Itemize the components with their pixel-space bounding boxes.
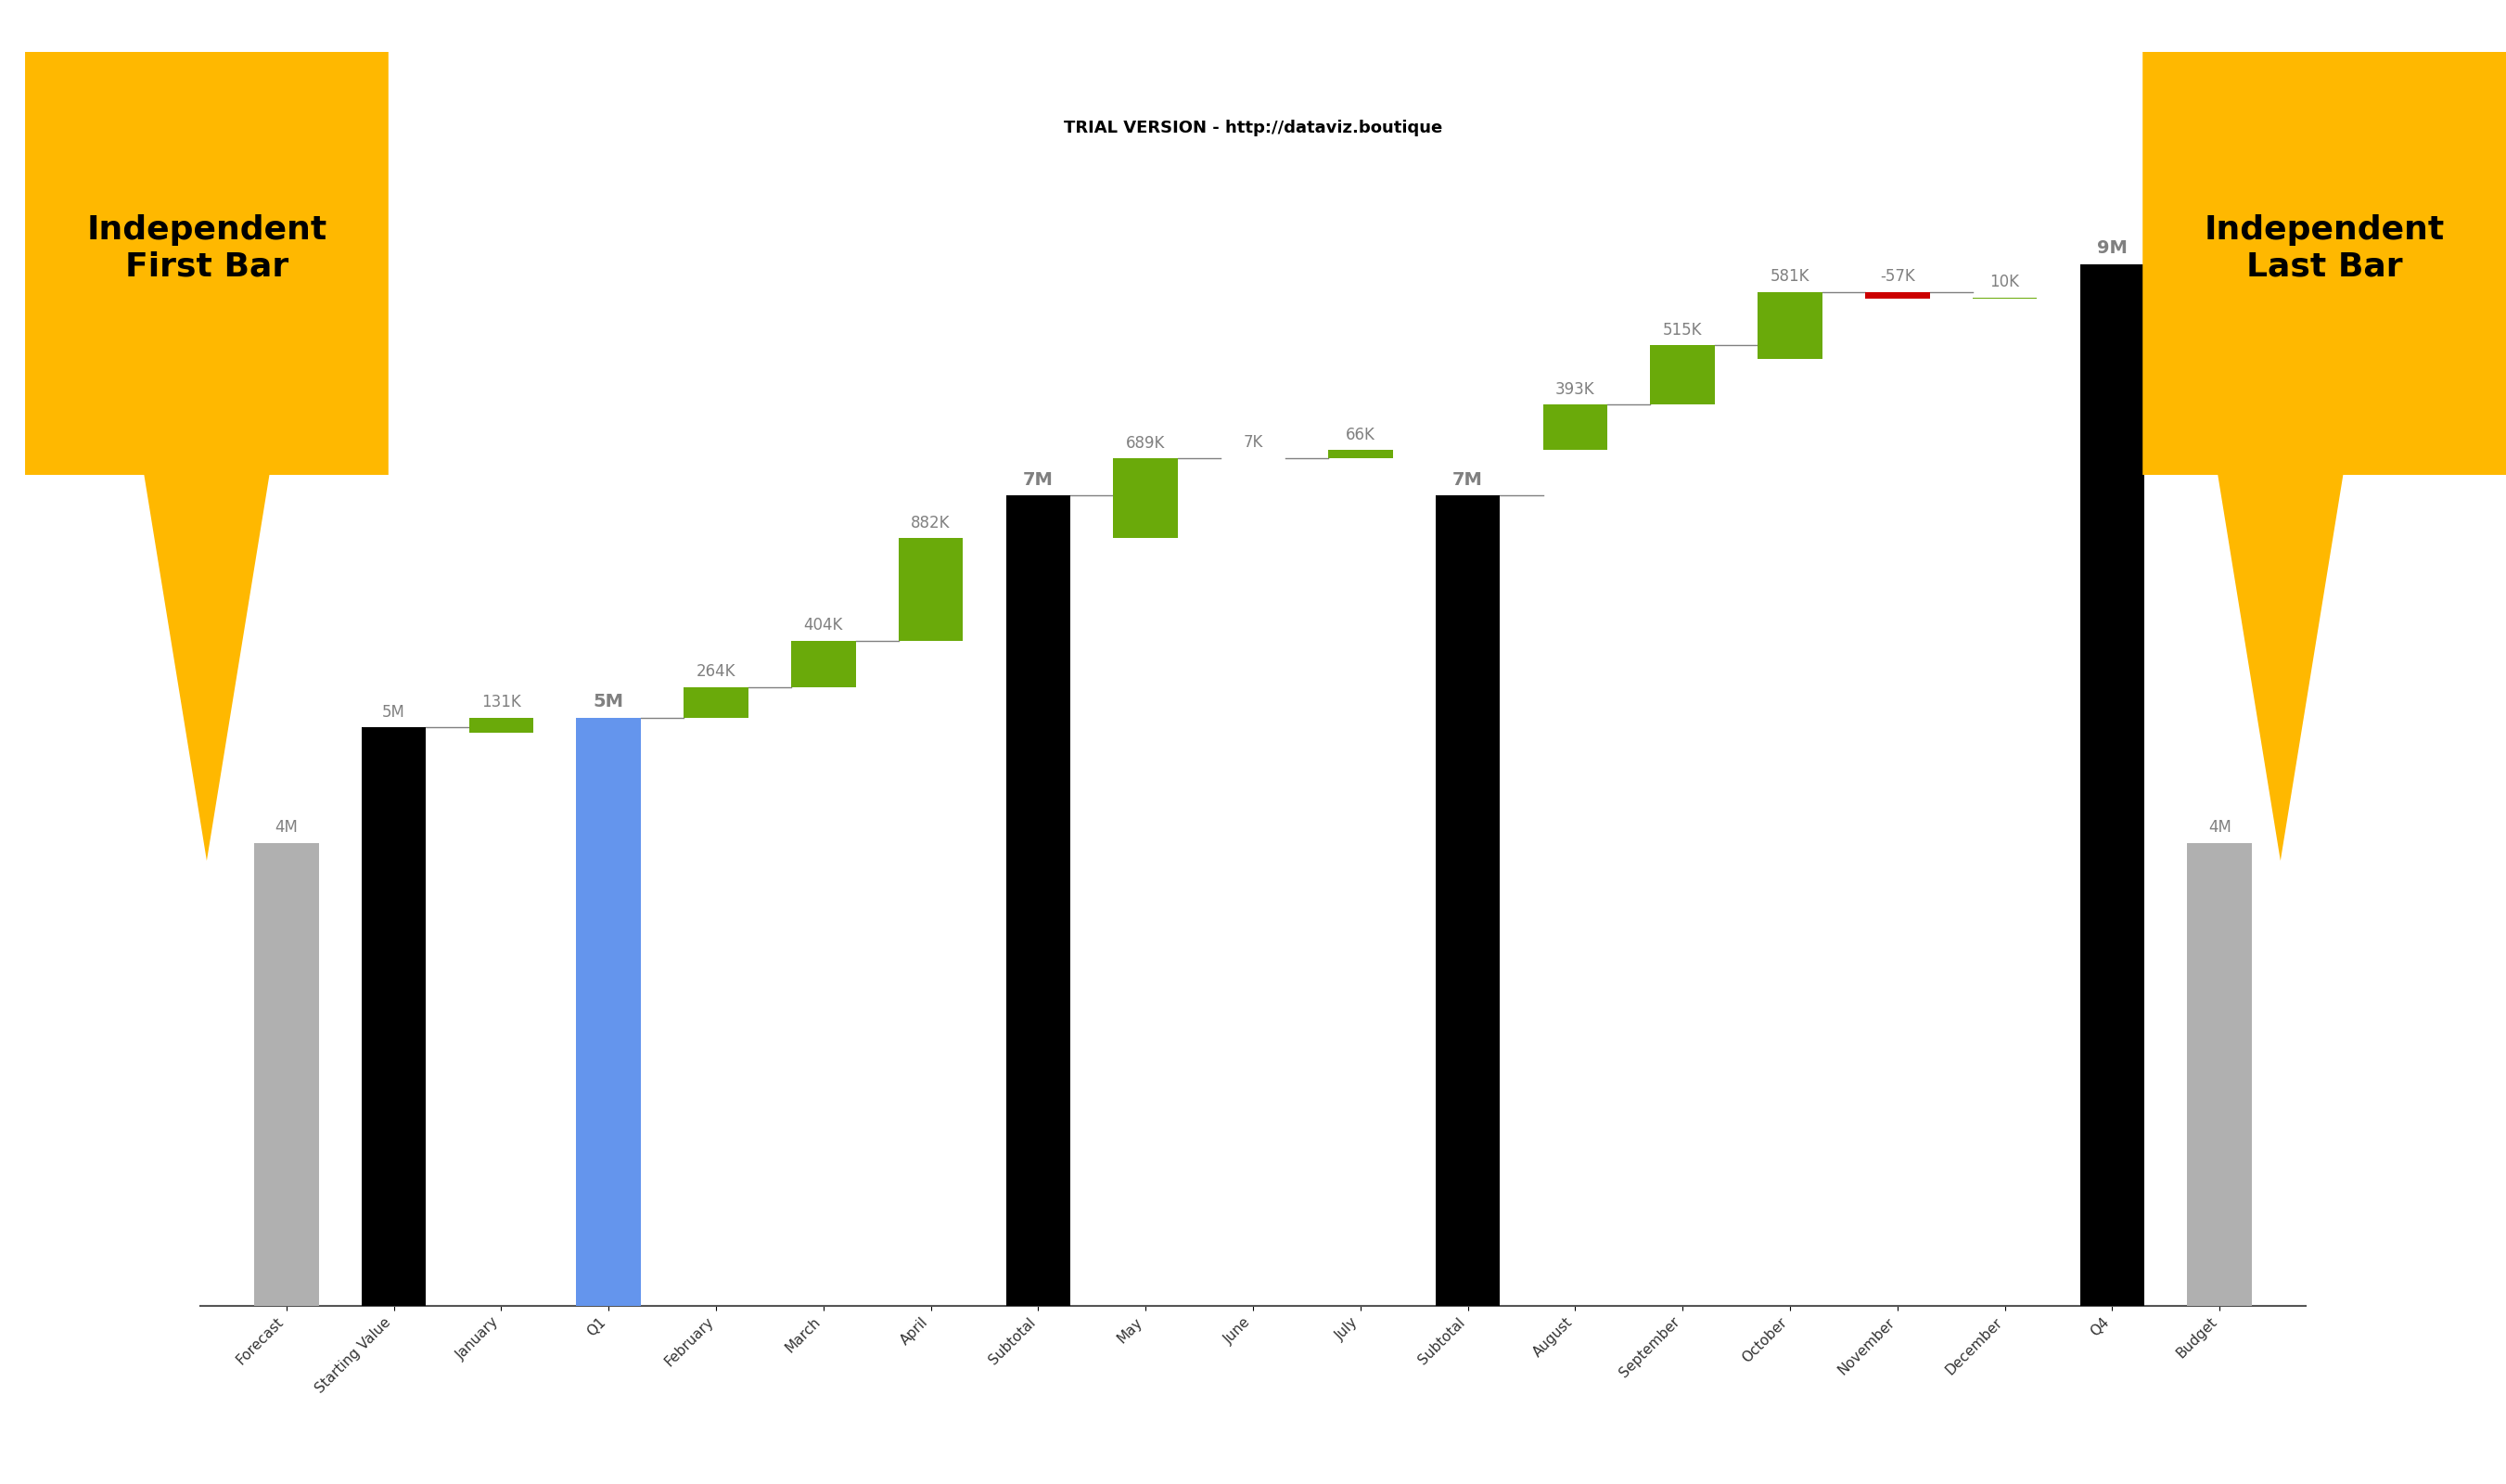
Text: 264K: 264K <box>697 663 737 680</box>
Text: 393K: 393K <box>1556 381 1594 398</box>
Bar <box>1005 496 1070 1306</box>
Bar <box>900 539 962 641</box>
Text: Independent
First Bar: Independent First Bar <box>88 215 326 282</box>
Text: 5M: 5M <box>594 693 624 711</box>
Text: 66K: 66K <box>1346 426 1376 444</box>
Text: 9M: 9M <box>2098 239 2128 257</box>
Bar <box>1864 292 1930 298</box>
Bar <box>792 641 855 687</box>
Text: 10K: 10K <box>1990 273 2020 291</box>
Text: 131K: 131K <box>481 695 521 711</box>
Text: 7M: 7M <box>1453 470 1484 488</box>
Text: 882K: 882K <box>912 515 950 531</box>
Text: 5M: 5M <box>383 703 406 720</box>
Bar <box>2080 264 2145 1306</box>
Bar <box>576 718 642 1306</box>
Bar <box>1757 292 1822 359</box>
Title: TRIAL VERSION - http://dataviz.boutique: TRIAL VERSION - http://dataviz.boutique <box>1063 120 1443 137</box>
Text: 515K: 515K <box>1664 322 1702 338</box>
Text: -57K: -57K <box>1880 269 1915 285</box>
Bar <box>361 727 426 1306</box>
Text: 404K: 404K <box>804 617 842 634</box>
Polygon shape <box>25 52 388 861</box>
Text: 689K: 689K <box>1125 435 1165 451</box>
Bar <box>1328 450 1393 457</box>
Text: Independent
Last Bar: Independent Last Bar <box>2205 215 2443 282</box>
Bar <box>1651 346 1714 405</box>
Bar <box>2188 843 2253 1306</box>
Text: 4M: 4M <box>276 819 298 835</box>
Text: 4M: 4M <box>2208 819 2230 835</box>
Bar <box>469 718 534 733</box>
Text: 7K: 7K <box>1243 435 1263 451</box>
Bar <box>1544 405 1606 450</box>
Text: 581K: 581K <box>1769 269 1809 285</box>
Bar <box>1113 459 1178 539</box>
Polygon shape <box>2143 52 2506 861</box>
Text: 7M: 7M <box>1022 470 1053 488</box>
Bar <box>253 843 318 1306</box>
Bar <box>1436 496 1501 1306</box>
Bar <box>684 687 749 718</box>
